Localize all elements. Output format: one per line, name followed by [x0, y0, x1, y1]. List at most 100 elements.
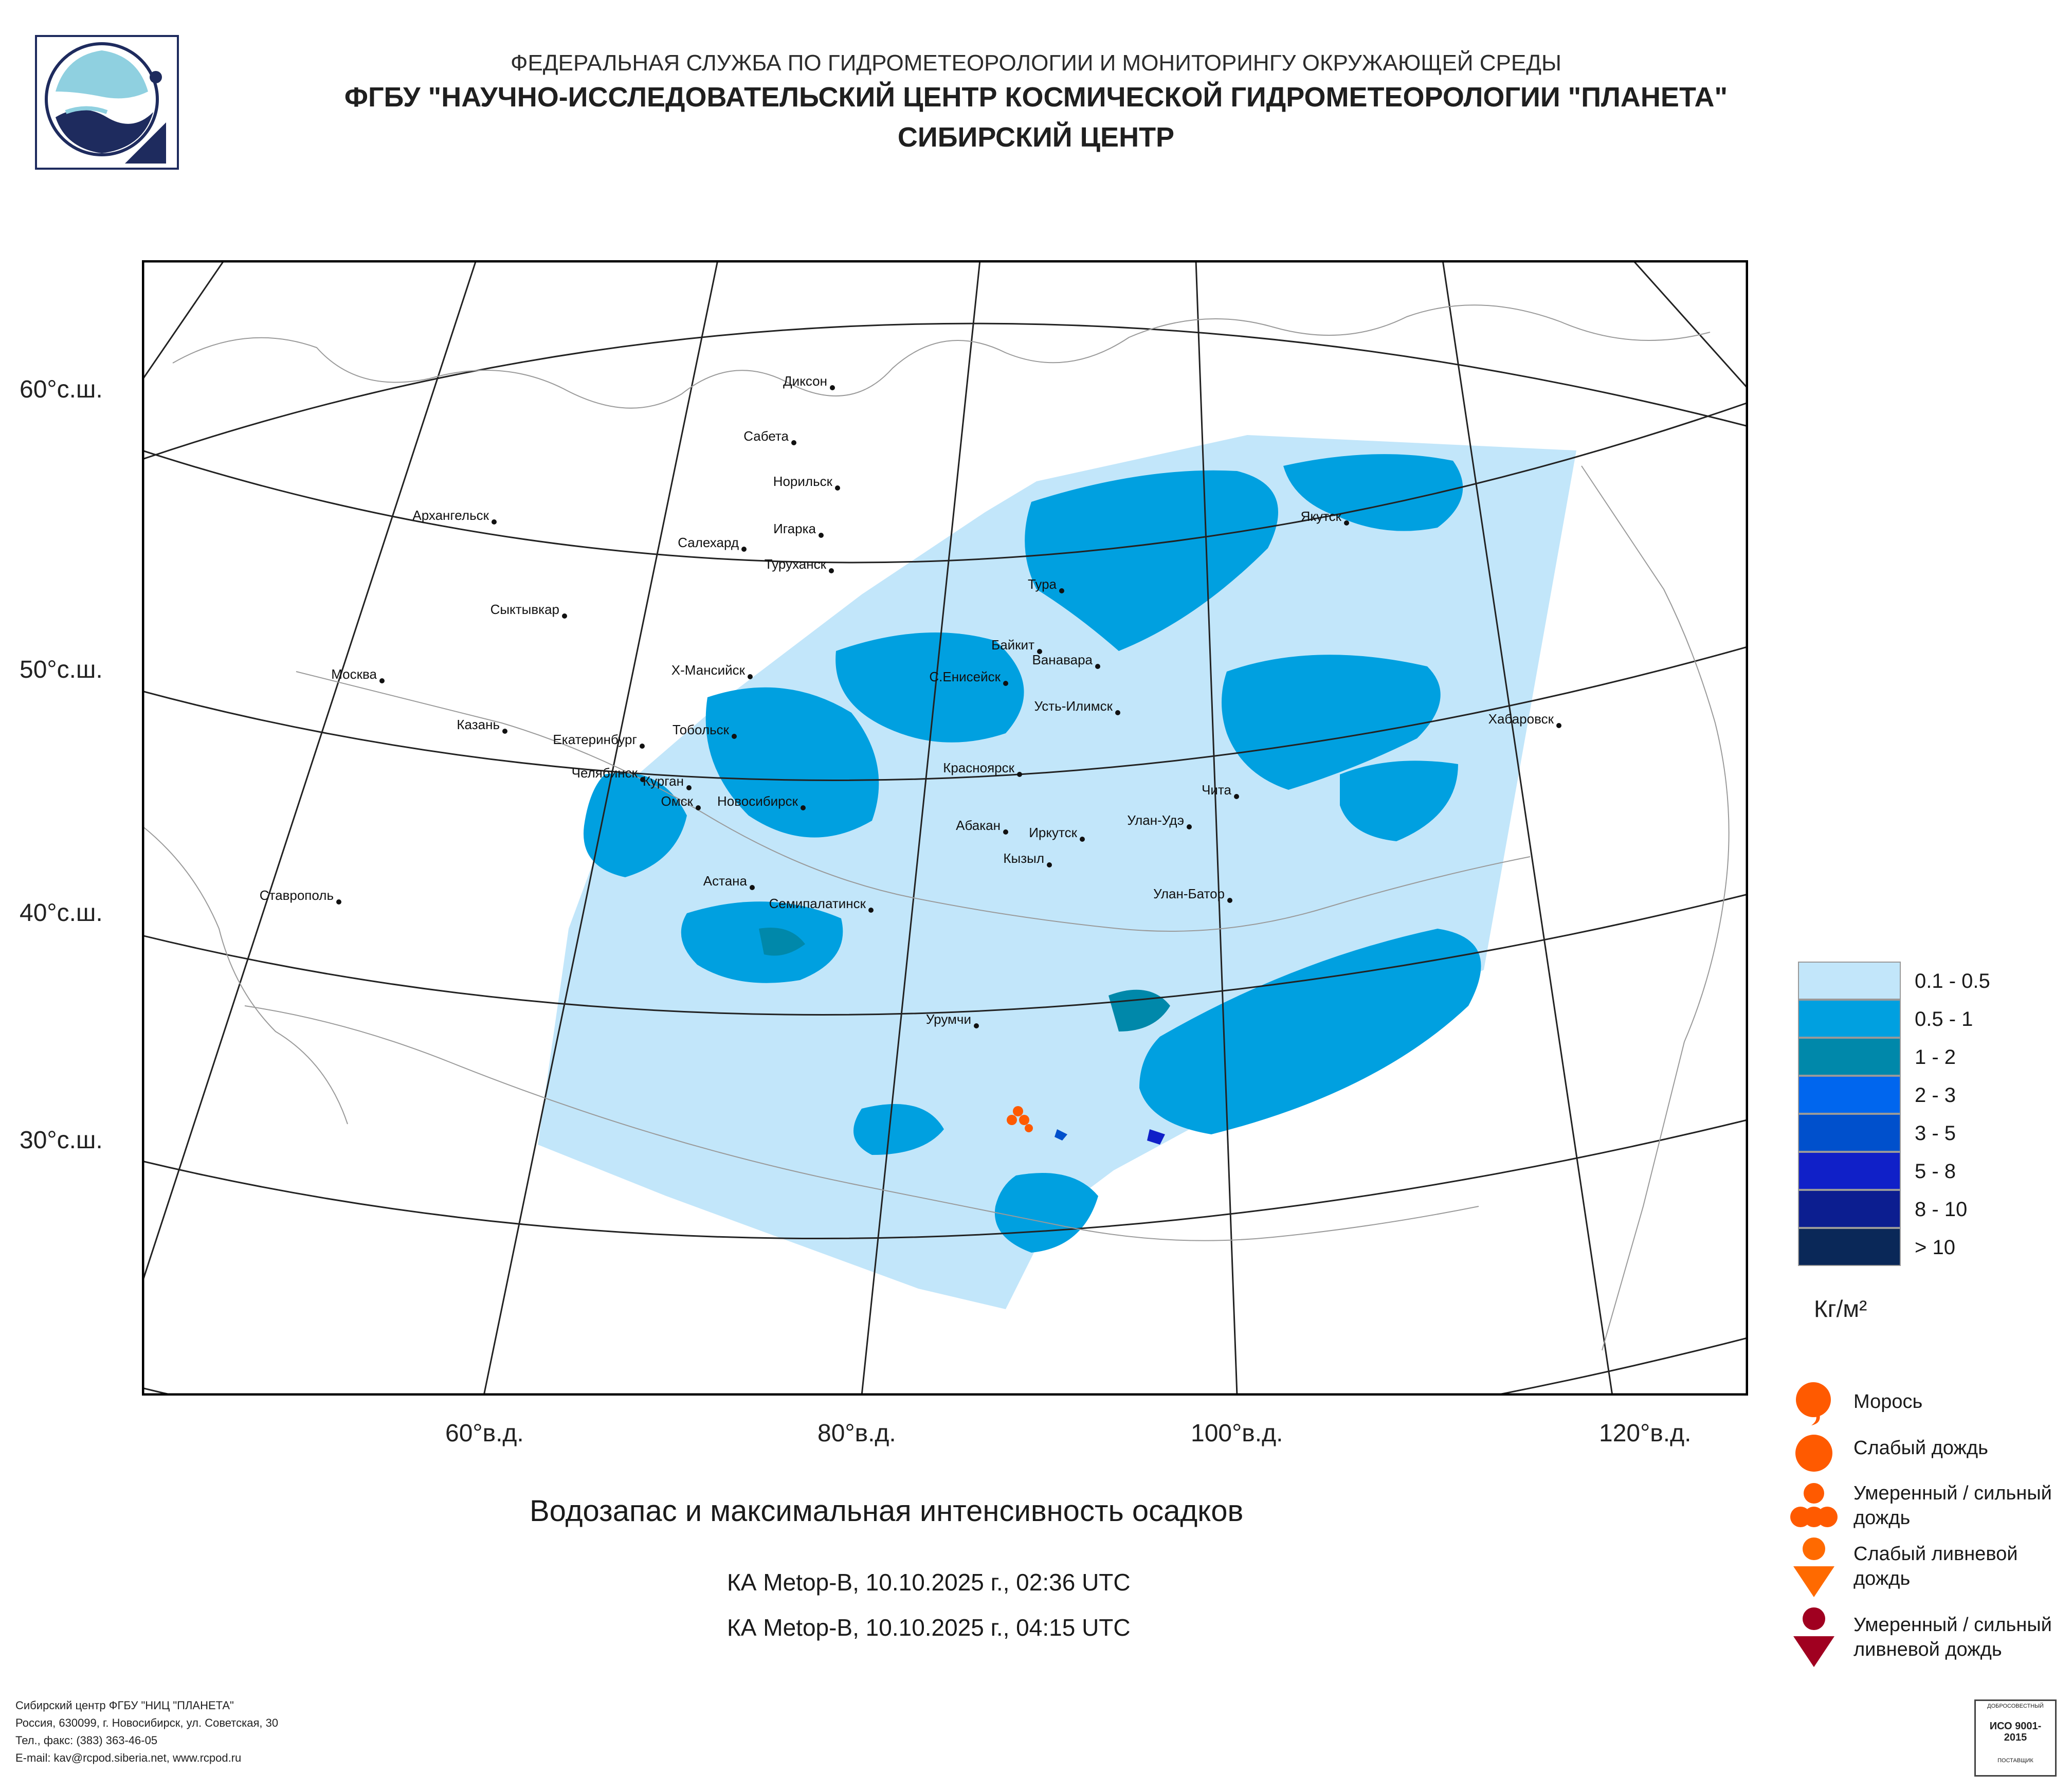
city-label: Улан-Батор — [1153, 886, 1225, 901]
city-marker: Курган — [643, 773, 692, 790]
city-label: Челябинск — [572, 765, 638, 781]
city-marker: Омск — [661, 793, 701, 810]
city-dot — [732, 734, 737, 739]
city-marker: Иркутск — [1029, 825, 1085, 842]
city-label: Казань — [457, 717, 500, 732]
legend-swatch-4 — [1798, 1114, 1901, 1152]
city-dot — [741, 547, 747, 552]
city-dot — [1047, 862, 1052, 867]
city-label: Новосибирск — [717, 793, 798, 809]
legend-label-6: 8 - 10 — [1915, 1198, 1968, 1221]
legend-label-0: 0.1 - 0.5 — [1915, 970, 1990, 992]
city-label: Екатеринбург — [553, 732, 637, 747]
city-marker: Диксон — [783, 373, 835, 390]
city-label: Красноярск — [943, 760, 1014, 775]
city-label: Якутск — [1301, 509, 1342, 524]
city-layer: Диксон Сабета Норильск Игарка Туруханск Салех… — [260, 373, 1561, 1028]
city-marker: Хабаровск — [1488, 711, 1561, 728]
city-dot — [1187, 824, 1192, 829]
legend-swatch-6 — [1798, 1190, 1901, 1228]
header-center: СИБИРСКИЙ ЦЕНТР — [897, 122, 1175, 153]
city-label: Байкит — [991, 637, 1034, 653]
pass-time-1: КА Metop-B, 10.10.2025 г., 02:36 UTC — [727, 1569, 1131, 1596]
city-marker: Абакан — [956, 818, 1008, 835]
legend-unit: Кг/м² — [1814, 1295, 1867, 1322]
city-dot — [974, 1023, 979, 1028]
city-dot — [1556, 723, 1561, 728]
city-dot — [336, 899, 341, 904]
city-dot — [640, 777, 645, 782]
precipitation-symbols-map — [1007, 1106, 1033, 1132]
city-label: Кызыл — [1003, 851, 1044, 866]
certificate-bottom: ПОСТАВЩИК — [1997, 1758, 2033, 1764]
city-label: Семипалатинск — [769, 896, 866, 911]
footer-org: Сибирский центр ФГБУ "НИЦ "ПЛАНЕТА" — [15, 1699, 234, 1712]
city-label: Тура — [1028, 576, 1057, 592]
city-label: Астана — [703, 873, 748, 889]
city-dot — [1003, 829, 1008, 835]
city-label: Улан-Удэ — [1127, 812, 1184, 828]
city-dot — [791, 440, 796, 445]
city-label: Сыктывкар — [490, 602, 559, 617]
city-label: Салехард — [678, 535, 739, 550]
city-marker: Улан-Удэ — [1127, 812, 1192, 829]
city-label: Ставрополь — [260, 888, 334, 903]
city-label: Чита — [1202, 782, 1231, 798]
city-marker: Байкит — [991, 637, 1042, 654]
city-dot — [868, 908, 874, 913]
legend-label-1: 0.5 - 1 — [1915, 1008, 1973, 1030]
city-marker: Новосибирск — [717, 793, 806, 810]
symbol-label-drizzle: Морось — [1853, 1391, 1923, 1413]
city-dot — [1017, 772, 1022, 777]
lat-label-50: 50°с.ш. — [20, 656, 103, 683]
city-dot — [1227, 898, 1232, 903]
city-marker: Сабета — [743, 428, 796, 445]
city-dot — [1234, 794, 1239, 799]
lat-label-60: 60°с.ш. — [20, 376, 103, 403]
city-marker: Урумчи — [926, 1011, 979, 1028]
city-label: Х-Мансийск — [671, 662, 746, 678]
map-title: Водозапас и максимальная интенсивность о… — [530, 1494, 1244, 1528]
legend-label-2: 1 - 2 — [1915, 1046, 1956, 1069]
city-marker: Туруханск — [765, 556, 834, 573]
city-marker: Норильск — [773, 474, 840, 491]
footer-contacts: Сибирский центр ФГБУ "НИЦ "ПЛАНЕТА" Росс… — [15, 1697, 278, 1767]
light-shower-icon — [1790, 1537, 1838, 1602]
city-marker: Х-Мансийск — [671, 662, 753, 679]
city-marker: Усть-Илимск — [1034, 698, 1120, 715]
lat-label-40: 40°с.ш. — [20, 899, 103, 927]
legend-swatch-2 — [1798, 1038, 1901, 1076]
city-dot — [492, 519, 497, 524]
city-marker: Якутск — [1301, 509, 1349, 526]
parallels — [142, 322, 1748, 1396]
lon-label-80: 80°в.д. — [817, 1420, 896, 1447]
city-marker: Тура — [1028, 576, 1064, 593]
city-dot — [1059, 588, 1064, 593]
city-label: Игарка — [773, 521, 816, 536]
city-dot — [562, 613, 567, 619]
city-dot — [696, 805, 701, 810]
symbol-label-heavy-rain: Умеренный / сильный дождь — [1853, 1482, 2052, 1529]
legend-label-5: 5 - 8 — [1915, 1160, 1956, 1183]
legend-label-7: > 10 — [1915, 1236, 1955, 1259]
city-marker: Екатеринбург — [553, 732, 645, 749]
city-dot — [1095, 664, 1100, 669]
symbol-label-heavy-shower: Умеренный / сильный ливневой дождь — [1853, 1614, 2052, 1660]
city-marker: Тобольск — [673, 722, 737, 739]
footer-phone: Тел., факс: (383) 363-46-05 — [15, 1734, 158, 1747]
city-marker: Семипалатинск — [769, 896, 874, 913]
city-marker: Челябинск — [572, 765, 645, 782]
lon-label-60: 60°в.д. — [445, 1420, 524, 1447]
city-label: Иркутск — [1029, 825, 1077, 840]
water-content-swath — [538, 435, 1576, 1309]
iso-certificate-badge: ДОБРОСОВЕСТНЫЙ ИСО 9001-2015 ПОСТАВЩИК — [1974, 1699, 2057, 1777]
drizzle-icon — [1791, 1380, 1837, 1429]
city-marker: Чита — [1202, 782, 1239, 799]
city-label: Курган — [643, 773, 684, 789]
city-label: Абакан — [956, 818, 1001, 833]
city-dot — [835, 485, 840, 491]
city-dot — [1344, 520, 1349, 526]
lat-label-30: 30°с.ш. — [20, 1127, 103, 1154]
city-label: Хабаровск — [1488, 711, 1554, 727]
city-marker: Салехард — [678, 535, 747, 552]
